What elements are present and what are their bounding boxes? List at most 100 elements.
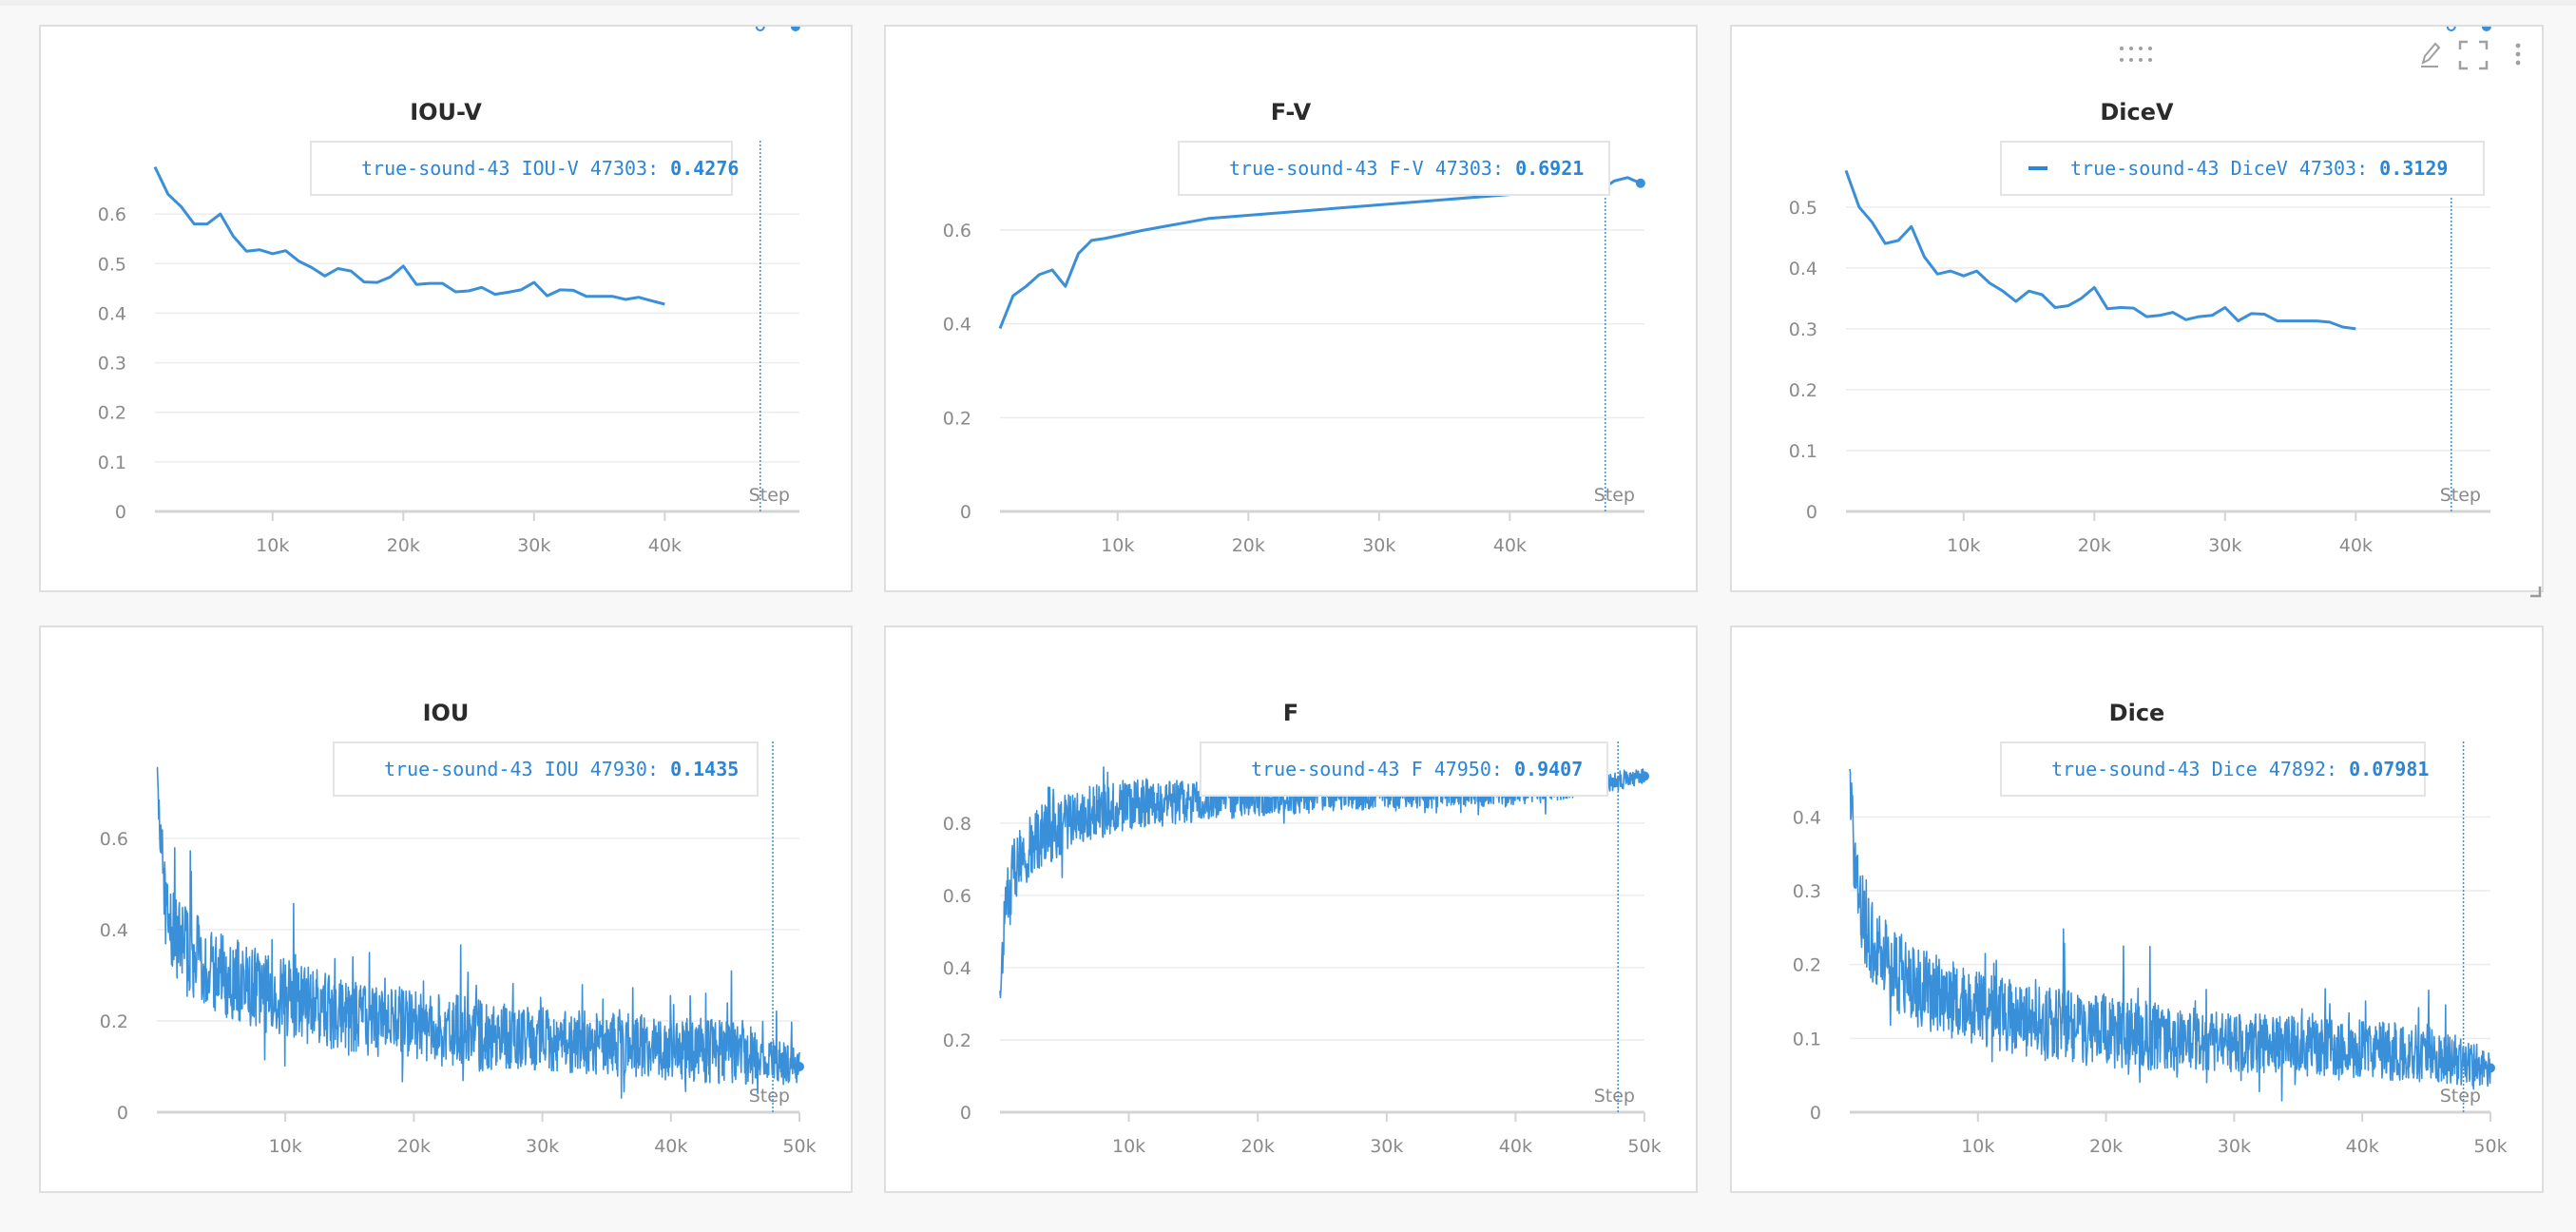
- x-tick-label: 40k: [1493, 535, 1527, 556]
- legend-value: 0.6921: [1515, 157, 1585, 180]
- y-tick-label: 0: [117, 1103, 128, 1124]
- chart-svg: 0 0.1 0.2 0.3 0.4 10k 20k 30k 40k 50k Step: [1793, 741, 2508, 1157]
- chart-title: IOU: [422, 700, 470, 726]
- series-line: [153, 165, 665, 306]
- y-tick-label: 0.4: [98, 303, 126, 324]
- y-tick-label: 0.4: [1793, 807, 1821, 828]
- x-tick-label: 20k: [2078, 535, 2111, 556]
- x-tick-label: 40k: [2346, 1136, 2379, 1157]
- y-tick-label: 0.3: [1789, 319, 1817, 340]
- top-strip: [0, 0, 2576, 6]
- legend-step: 47303:: [589, 157, 660, 180]
- series-end-point: [1635, 178, 1645, 188]
- legend-step: 47303:: [2298, 157, 2369, 180]
- x-tick-label: 20k: [1241, 1136, 1275, 1157]
- series-line: [998, 176, 1642, 330]
- x-tick-label: 10k: [1947, 535, 1980, 556]
- series-line: [156, 766, 800, 1099]
- resize-handle-icon[interactable]: [2528, 577, 2542, 602]
- legend-run-name: true-sound-43: [2051, 758, 2201, 780]
- x-tick-label: 20k: [2089, 1136, 2123, 1157]
- legend-value: 0.3129: [2379, 157, 2449, 180]
- y-tick-label: 0.6: [943, 886, 971, 907]
- x-axis-label: Step: [1594, 1086, 1635, 1107]
- legend-run-name: true-sound-43: [1229, 157, 1378, 180]
- y-tick-label: 0.4: [943, 958, 971, 979]
- x-tick-label: 40k: [654, 1136, 687, 1157]
- y-tick-label: 0.1: [1793, 1029, 1821, 1049]
- chart-svg: 0 0.1 0.2 0.3 0.4 0.5 10k 20k 30k 40k Step: [1789, 27, 2491, 556]
- y-tick-label: 0.2: [1789, 380, 1817, 401]
- chart-panel-iouv[interactable]: 0 0.1 0.2 0.3 0.4 0.5 0.6 10k 20k 30k 40k Step IOU-V…: [39, 25, 853, 592]
- y-tick-label: 0: [960, 502, 971, 523]
- legend-step: 47892:: [2268, 758, 2338, 780]
- legend-metric-name: IOU: [544, 758, 579, 780]
- legend-run-name: true-sound-43: [384, 758, 533, 780]
- y-tick-label: 0.2: [98, 403, 126, 424]
- x-tick-label: 10k: [1112, 1136, 1145, 1157]
- chart-panel-dice[interactable]: 0 0.1 0.2 0.3 0.4 10k 20k 30k 40k 50k Step Dice true…: [1730, 626, 2544, 1193]
- y-tick-label: 0.1: [98, 452, 126, 473]
- chart-title: F: [1282, 700, 1299, 726]
- y-tick-label: 0.2: [943, 1030, 971, 1051]
- chart-panel-iou[interactable]: 0 0.2 0.4 0.6 10k 20k 30k 40k 50k Step IOU true-sou…: [39, 626, 853, 1193]
- series-end-point: [790, 27, 800, 31]
- y-tick-label: 0.6: [98, 204, 126, 225]
- series-line: [1849, 768, 2491, 1102]
- more-vertical-icon[interactable]: [2513, 42, 2523, 72]
- series-swatch: [2028, 166, 2047, 170]
- x-axis-label: Step: [1594, 485, 1635, 506]
- drag-handle-icon[interactable]: [2118, 44, 2160, 70]
- legend-metric-name: IOU-V: [521, 157, 579, 180]
- x-tick-label: 20k: [1232, 535, 1265, 556]
- series-end-point: [1640, 771, 1649, 781]
- x-tick-label: 10k: [1961, 1136, 1994, 1157]
- hover-point: [755, 27, 765, 31]
- x-tick-label: 30k: [2218, 1136, 2251, 1157]
- x-tick-label: 50k: [782, 1136, 816, 1157]
- x-tick-label: 30k: [517, 535, 550, 556]
- legend-metric-name: F: [1411, 758, 1423, 780]
- x-tick-label: 30k: [1362, 535, 1395, 556]
- y-tick-label: 0.3: [1793, 881, 1821, 902]
- x-axis-label: Step: [749, 1086, 790, 1107]
- legend-run-name: true-sound-43: [2070, 157, 2220, 180]
- x-tick-label: 30k: [1370, 1136, 1403, 1157]
- series-line: [999, 766, 1645, 999]
- x-tick-label: 40k: [2339, 535, 2373, 556]
- legend-tooltip: true-sound-43 F 47950: 0.9407: [1200, 741, 1608, 797]
- y-tick-label: 0.3: [98, 354, 126, 375]
- x-tick-label: 40k: [648, 535, 682, 556]
- y-tick-label: 0.4: [100, 920, 128, 941]
- chart-svg: 0 0.2 0.4 0.6 10k 20k 30k 40k 50k Step: [100, 741, 817, 1157]
- y-tick-label: 0.2: [943, 408, 971, 429]
- y-tick-label: 0.8: [943, 814, 971, 835]
- legend-value: 0.1435: [670, 758, 740, 780]
- chart-title: IOU-V: [410, 99, 482, 125]
- expand-icon[interactable]: [2458, 40, 2489, 74]
- x-tick-label: 50k: [2473, 1136, 2507, 1157]
- legend-tooltip: true-sound-43 F-V 47303: 0.6921: [1178, 141, 1610, 196]
- legend-step: 47950:: [1433, 758, 1503, 780]
- y-tick-label: 0.6: [943, 221, 971, 241]
- pencil-icon[interactable]: [2417, 40, 2442, 72]
- y-tick-label: 0.2: [100, 1011, 128, 1032]
- y-tick-label: 0.5: [98, 254, 126, 275]
- y-tick-label: 0.4: [1789, 259, 1817, 279]
- y-tick-label: 0: [1810, 1103, 1821, 1124]
- legend-value: 0.4276: [670, 157, 740, 180]
- series-end-point: [2481, 27, 2491, 31]
- x-axis-label: Step: [749, 485, 790, 506]
- chart-panel-dicev[interactable]: 0 0.1 0.2 0.3 0.4 0.5 10k 20k 30k 40k Step DiceV tru…: [1730, 25, 2544, 592]
- legend-tooltip: true-sound-43 Dice 47892: 0.07981: [2000, 741, 2429, 797]
- chart-title: DiceV: [2100, 99, 2174, 125]
- hover-point: [2446, 27, 2456, 31]
- x-tick-label: 50k: [1627, 1136, 1661, 1157]
- chart-panel-fv[interactable]: 0 0.2 0.4 0.6 10k 20k 30k 40k Step F-V true-sound-…: [884, 25, 1698, 592]
- y-tick-label: 0.1: [1789, 441, 1817, 462]
- chart-svg: 0 0.2 0.4 0.6 0.8 10k 20k 30k 40k 50k Step: [943, 741, 1662, 1157]
- legend-metric-name: F-V: [1389, 157, 1424, 180]
- series-end-point: [2486, 1063, 2495, 1073]
- legend-tooltip: true-sound-43 IOU 47930: 0.1435: [333, 741, 759, 797]
